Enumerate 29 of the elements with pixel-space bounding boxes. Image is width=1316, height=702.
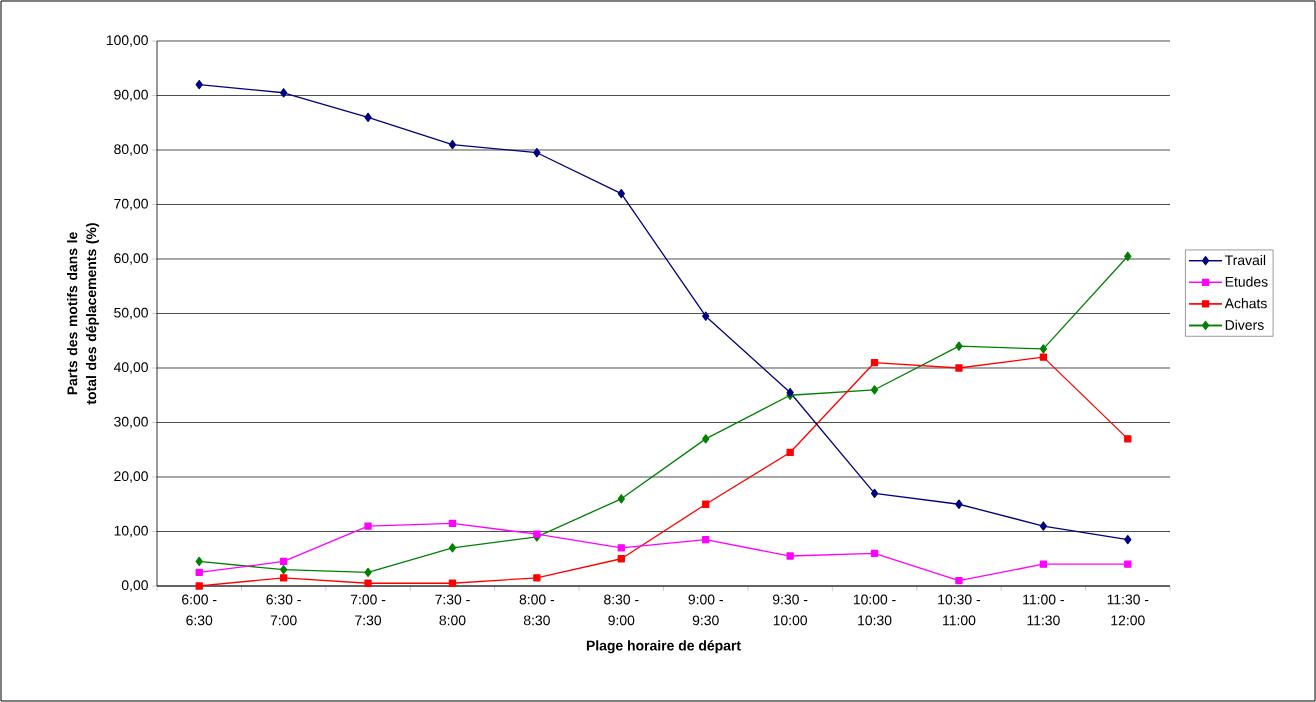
legend-label: Etudes (1225, 276, 1268, 287)
x-axis-title: Plage horaire de départ (586, 640, 741, 654)
x-tick-label: 10:00 - 10:30 (853, 594, 896, 626)
x-tick-label: 8:30 - 9:00 (604, 594, 639, 626)
x-tick-label: 6:00 - 6:30 (182, 594, 217, 626)
x-tick-label: 10:30 - 11:00 (938, 594, 981, 626)
x-tick-label: 7:00 - 7:30 (350, 594, 386, 626)
legend-label: Travail (1225, 254, 1266, 266)
x-tick-label: 11:00 - 11:30 (1023, 594, 1064, 626)
x-tick-label: 8:00 - 8:30 (519, 594, 555, 626)
y-tick-label: 30,00 (114, 416, 148, 429)
y-tick-label: 50,00 (114, 307, 148, 320)
y-tick-label: 100,00 (106, 35, 148, 47)
y-axis-title: Parts des motifs dans le total des déplacements (%) (67, 223, 99, 405)
y-tick-label: 80,00 (114, 144, 148, 156)
y-tick-label: 60,00 (114, 253, 148, 265)
y-tick-label: 90,00 (114, 89, 148, 102)
x-tick-label: 11:30 - 12:00 (1107, 594, 1149, 626)
x-tick-label: 9:30 - 10:00 (772, 594, 808, 626)
x-tick-label: 6:30 - 7:00 (266, 594, 301, 626)
legend-label: Divers (1225, 319, 1264, 330)
y-tick-label: 10,00 (114, 525, 148, 538)
y-tick-label: 70,00 (114, 198, 148, 211)
y-tick-label: 0,00 (121, 580, 148, 592)
x-tick-label: 7:30 - 8:00 (435, 594, 470, 626)
legend-label: Achats (1224, 298, 1267, 309)
y-tick-label: 40,00 (113, 362, 148, 374)
y-tick-label: 20,00 (114, 471, 148, 483)
x-tick-label: 9:00 - 9:30 (688, 594, 723, 626)
